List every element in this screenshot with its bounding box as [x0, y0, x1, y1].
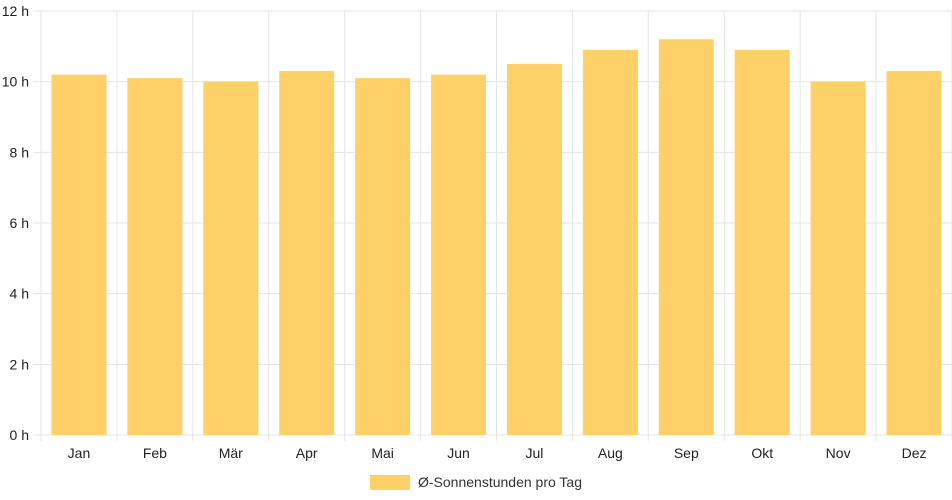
x-tick-label: Dez: [902, 445, 927, 461]
y-tick-label: 4 h: [10, 286, 29, 302]
bar: [734, 49, 790, 435]
legend-label: Ø-Sonnenstunden pro Tag: [418, 474, 582, 490]
y-tick-label: 12 h: [2, 3, 29, 19]
x-tick-label: Feb: [143, 445, 167, 461]
y-tick-label: 0 h: [10, 427, 29, 443]
bar: [279, 71, 335, 436]
x-tick-label: Apr: [296, 445, 318, 461]
x-tick-label: Jan: [68, 445, 91, 461]
bars: [51, 39, 942, 436]
grid: [33, 10, 952, 441]
y-tick-label: 8 h: [10, 144, 29, 160]
x-tick-label: Mai: [371, 445, 394, 461]
x-tick-label: Okt: [751, 445, 773, 461]
bar: [810, 81, 866, 436]
x-tick-label: Sep: [674, 445, 699, 461]
x-tick-label: Aug: [598, 445, 623, 461]
x-tick-label: Jun: [447, 445, 470, 461]
bar: [203, 81, 259, 436]
y-tick-label: 10 h: [2, 74, 29, 90]
bar: [506, 64, 562, 435]
bar: [355, 78, 411, 435]
y-tick-label: 2 h: [10, 356, 29, 372]
bar: [582, 49, 638, 435]
bar: [127, 78, 183, 435]
y-tick-label: 6 h: [10, 215, 29, 231]
bar: [431, 74, 487, 435]
x-tick-label: Mär: [219, 445, 243, 461]
bar: [658, 39, 714, 436]
legend-swatch: [370, 475, 410, 490]
x-tick-label: Jul: [526, 445, 544, 461]
x-tick-label: Nov: [826, 445, 851, 461]
y-axis: 0 h 2 h 4 h 6 h 8 h 10 h 12 h: [2, 3, 29, 443]
bar: [51, 74, 107, 435]
x-axis: Jan Feb Mär Apr Mai Jun Jul Aug Sep Okt Nov Dez: [68, 445, 927, 461]
legend[interactable]: Ø-Sonnenstunden pro Tag: [370, 474, 582, 490]
bar: [886, 71, 942, 436]
